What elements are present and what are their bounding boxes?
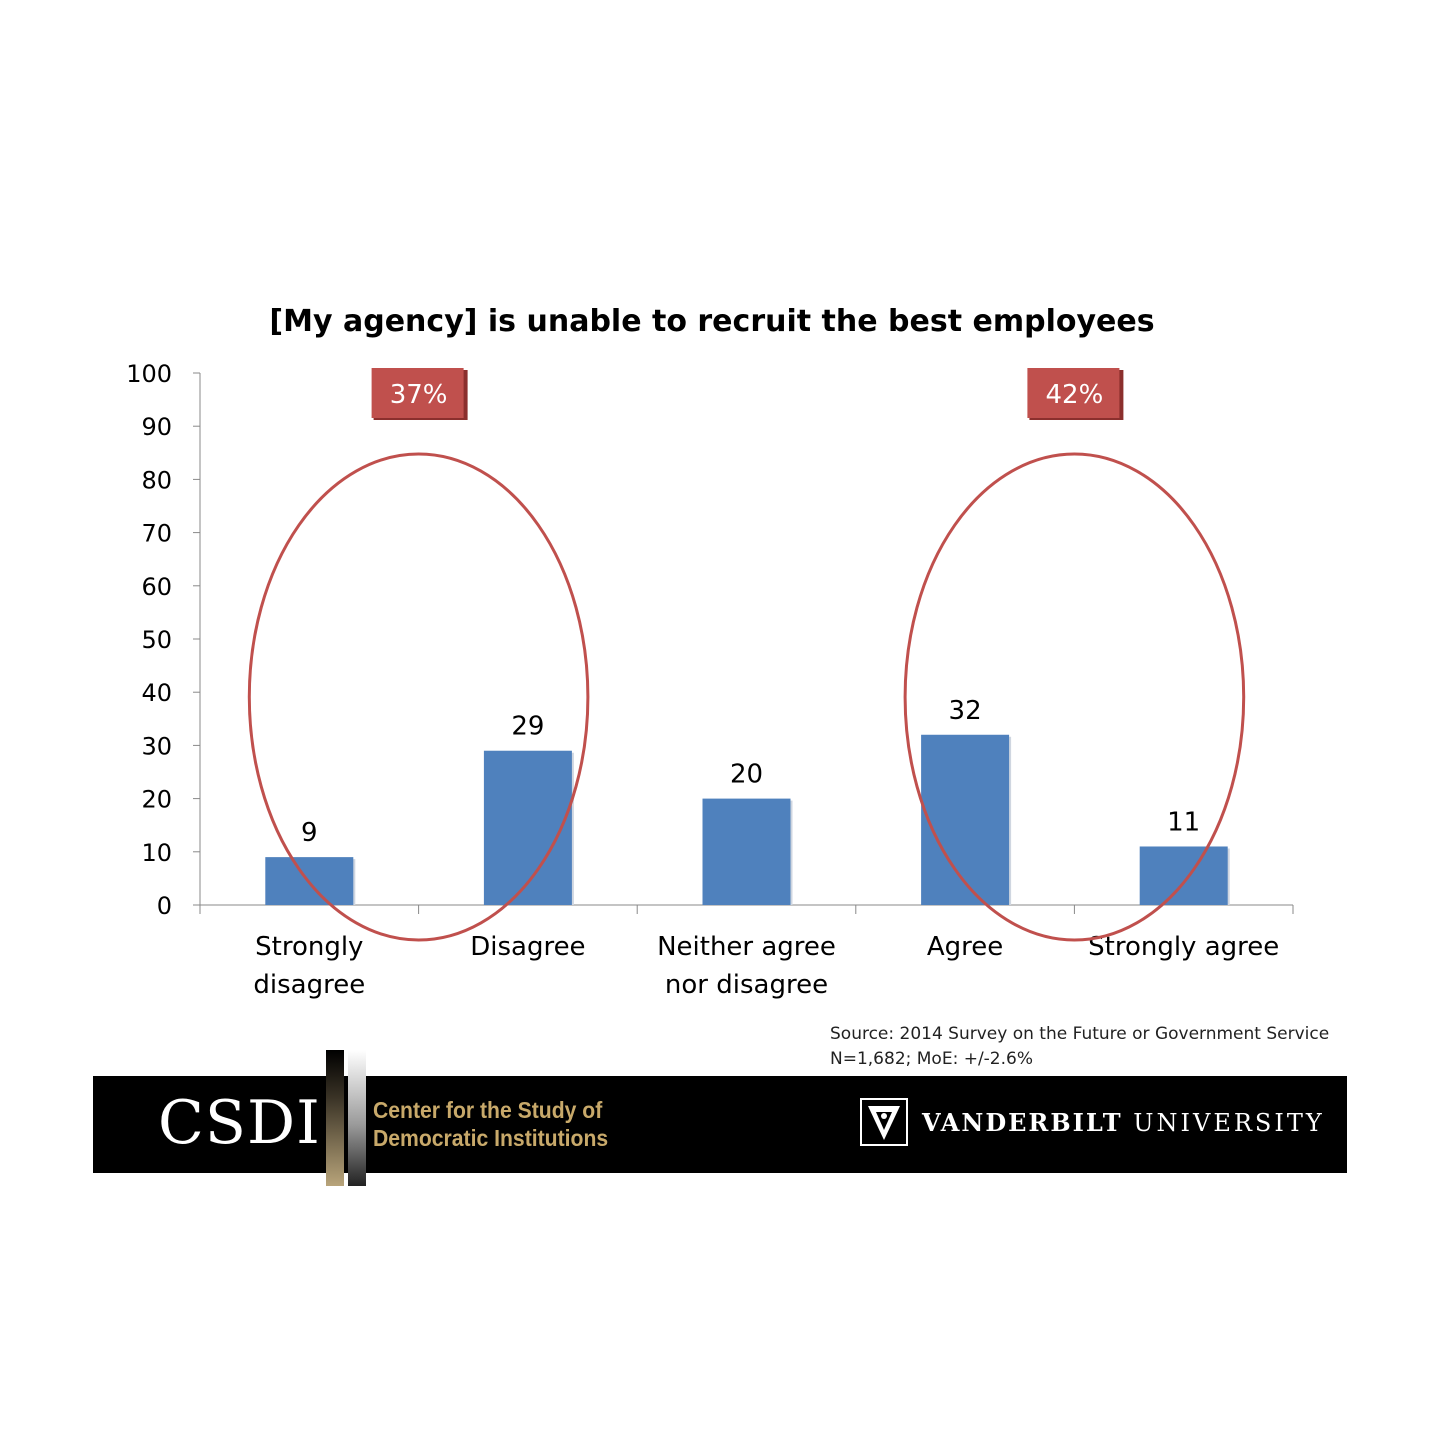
data-label: 32 (949, 696, 982, 726)
chart-title: [My agency] is unable to recruit the bes… (269, 304, 1154, 339)
source-note: Source: 2014 Survey on the Future or Gov… (830, 1022, 1329, 1072)
csdi-logo: CSDI (158, 1088, 321, 1158)
center-name-line2: Democratic Institutions (373, 1125, 609, 1151)
y-tick-label: 30 (141, 732, 172, 760)
bar (921, 734, 1010, 905)
sample-line: N=1,682; MoE: +/-2.6% (830, 1049, 1033, 1069)
data-labels: 9 29 20 32 11 (301, 696, 1200, 848)
y-tick-label: 0 (157, 892, 172, 920)
bars (265, 734, 1230, 905)
annotations: 37% 42% (247, 368, 1246, 942)
center-name-line1: Center for the Study of (373, 1097, 603, 1123)
y-axis: 0 10 20 30 40 50 60 70 80 90 100 (126, 360, 201, 920)
category-label-line: nor disagree (665, 970, 828, 1000)
category-label: Strongly disagree (253, 932, 365, 1000)
data-label: 9 (301, 818, 318, 848)
y-tick-label: 80 (141, 466, 172, 494)
y-tick-label: 90 (141, 413, 172, 441)
category-label-line: Strongly agree (1088, 932, 1279, 962)
bar (1139, 846, 1228, 905)
vanderbilt-v-oak-icon (860, 1098, 908, 1146)
category-label: Neither agree nor disagree (657, 932, 836, 1000)
data-label: 20 (730, 760, 763, 790)
y-tick-label: 60 (141, 573, 172, 601)
x-axis (199, 904, 1294, 914)
logo-gold-stripe (326, 1050, 344, 1186)
center-name: Center for the Study of Democratic Insti… (373, 1096, 608, 1152)
logo-grey-stripe (348, 1050, 366, 1186)
footer-banner (93, 1076, 1347, 1173)
bar (702, 798, 791, 905)
annotation-box (371, 368, 464, 418)
annotation-box (1027, 368, 1120, 418)
data-label: 29 (511, 712, 544, 742)
highlight-ellipse (247, 452, 590, 942)
category-label-line: disagree (253, 970, 365, 1000)
annotation-label: 37% (390, 380, 448, 410)
source-line: Source: 2014 Survey on the Future or Gov… (830, 1024, 1330, 1044)
data-label: 11 (1167, 807, 1200, 837)
category-labels: Strongly disagree Disagree Neither agree nor… (253, 932, 1279, 1000)
university-name: VANDERBILT UNIVERSITY (922, 1108, 1325, 1138)
y-tick-label: 70 (141, 520, 172, 548)
bar-chart: [My agency] is unable to recruit the bes… (126, 304, 1294, 1000)
category-label-line: Strongly (255, 932, 363, 962)
y-tick-label: 50 (141, 626, 172, 654)
y-tick-label: 100 (126, 360, 172, 388)
university-name-bold: VANDERBILT (922, 1108, 1123, 1137)
category-label-line: Disagree (470, 932, 585, 962)
bar (483, 750, 572, 905)
y-tick-label: 20 (141, 786, 172, 814)
annotation-label: 42% (1046, 380, 1104, 410)
y-tick-label: 40 (141, 679, 172, 707)
highlight-ellipse (903, 452, 1246, 942)
category-label: Disagree (470, 932, 585, 962)
category-label: Agree (927, 932, 1003, 962)
category-label-line: Agree (927, 932, 1003, 962)
y-tick-label: 10 (141, 839, 172, 867)
category-label-line: Neither agree (657, 932, 836, 962)
university-name-rest: UNIVERSITY (1133, 1109, 1325, 1137)
category-label: Strongly agree (1088, 932, 1279, 962)
